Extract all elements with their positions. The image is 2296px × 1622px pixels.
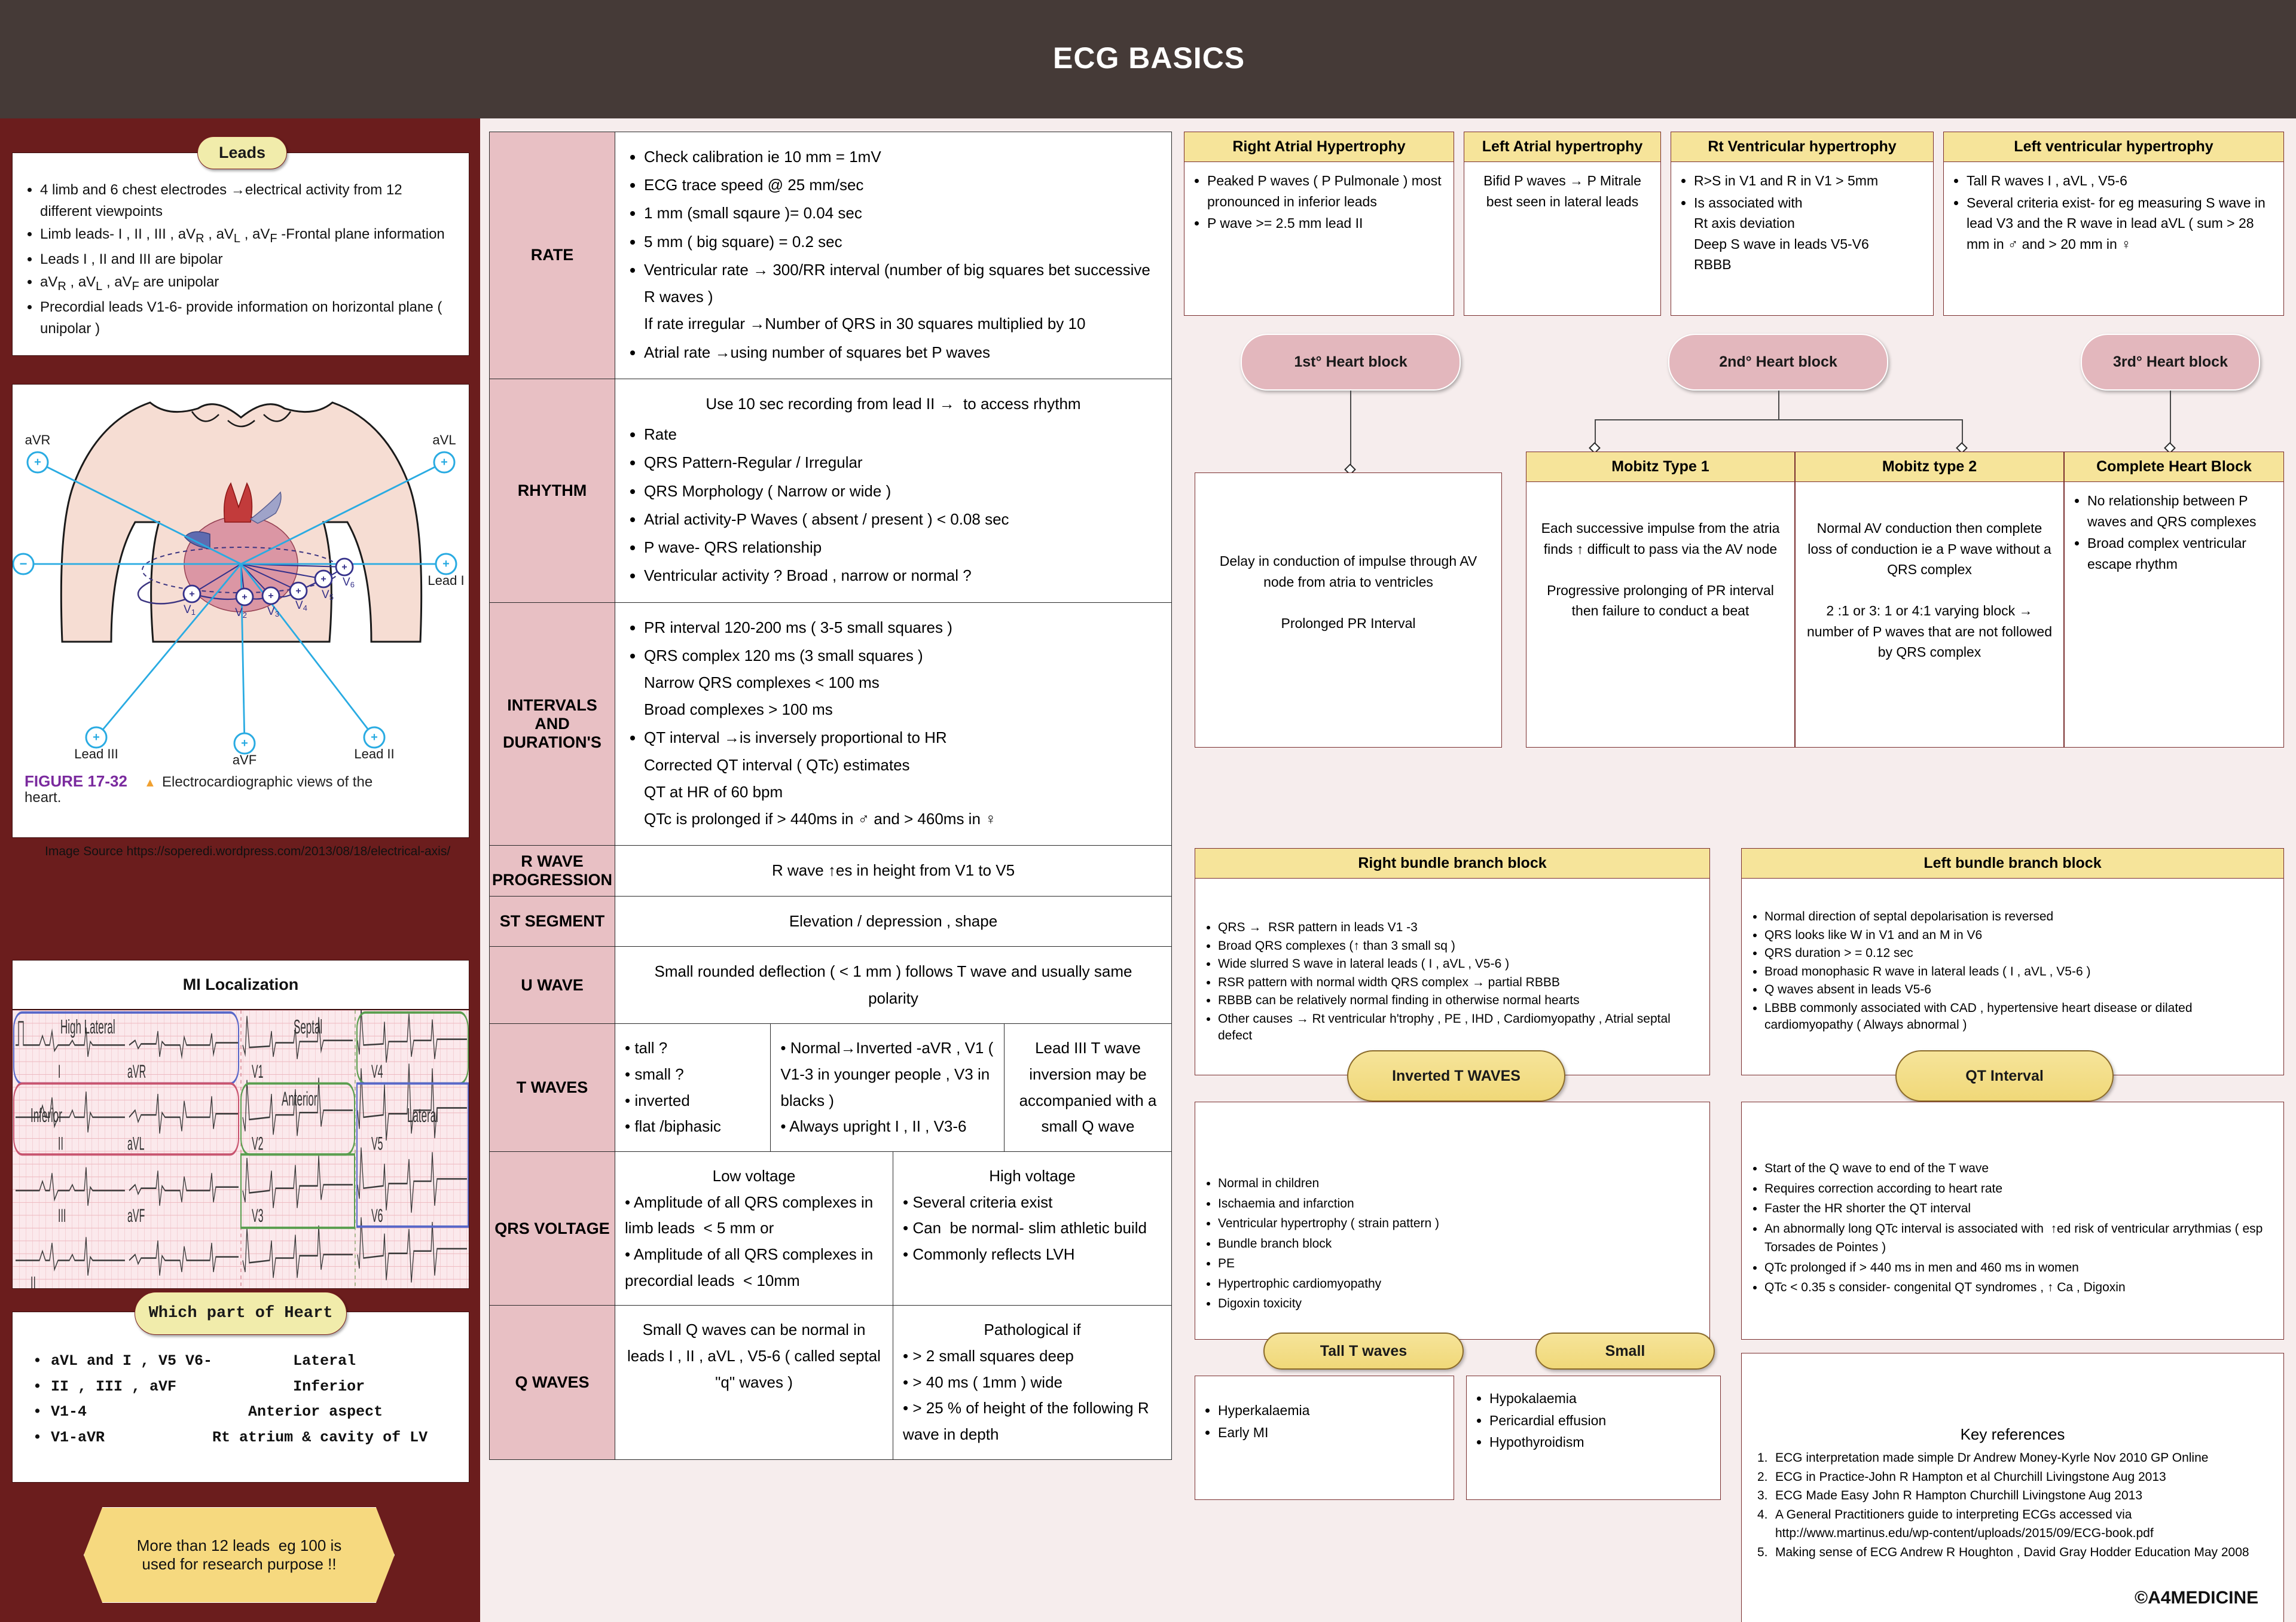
svg-text:FIGURE 17-32: FIGURE 17-32 (25, 772, 127, 790)
svg-text:+: + (241, 737, 248, 750)
svg-text:▲: ▲ (144, 776, 156, 789)
svg-text:V5: V5 (371, 1134, 383, 1154)
svg-text:+: + (295, 586, 301, 596)
svg-text:Anterior: Anterior (282, 1087, 317, 1110)
svg-text:III: III (58, 1206, 66, 1227)
svg-text:aVF: aVF (233, 752, 257, 767)
svg-text:−: − (20, 556, 28, 571)
svg-text:Lead III: Lead III (74, 746, 118, 761)
svg-text:Inferior: Inferior (30, 1104, 62, 1127)
svg-text:Lateral: Lateral (407, 1104, 438, 1127)
svg-text:I: I (58, 1062, 60, 1082)
svg-text:+: + (242, 592, 247, 602)
svg-text:+: + (341, 562, 347, 572)
svg-text:+: + (441, 456, 448, 469)
svg-text:V1: V1 (252, 1062, 264, 1082)
svg-text:+: + (34, 456, 41, 469)
svg-text:Electrocardiographic views of: Electrocardiographic views of the (162, 774, 373, 790)
svg-text:II: II (58, 1134, 63, 1154)
svg-text:heart.: heart. (25, 789, 61, 803)
svg-text:Lead II: Lead II (354, 746, 394, 761)
svg-text:High Lateral: High Lateral (60, 1016, 115, 1038)
svg-text:II: II (30, 1274, 36, 1289)
svg-text:+: + (189, 589, 194, 599)
svg-text:+: + (371, 731, 378, 744)
svg-text:aVL: aVL (127, 1134, 144, 1154)
svg-text:+: + (442, 557, 450, 571)
svg-text:V2: V2 (252, 1134, 264, 1154)
svg-text:V6: V6 (343, 576, 355, 589)
svg-text:+: + (320, 574, 326, 584)
svg-text:V6: V6 (371, 1206, 383, 1227)
svg-text:V3: V3 (252, 1206, 264, 1227)
svg-text:+: + (268, 591, 273, 601)
svg-text:+: + (93, 731, 100, 744)
svg-text:Septal: Septal (294, 1016, 322, 1038)
svg-text:Lead I: Lead I (428, 573, 464, 588)
svg-text:aVR: aVR (25, 432, 51, 447)
svg-text:aVR: aVR (127, 1062, 146, 1082)
svg-text:aVF: aVF (127, 1206, 145, 1227)
svg-text:aVL: aVL (432, 432, 456, 447)
svg-text:V4: V4 (371, 1062, 383, 1082)
